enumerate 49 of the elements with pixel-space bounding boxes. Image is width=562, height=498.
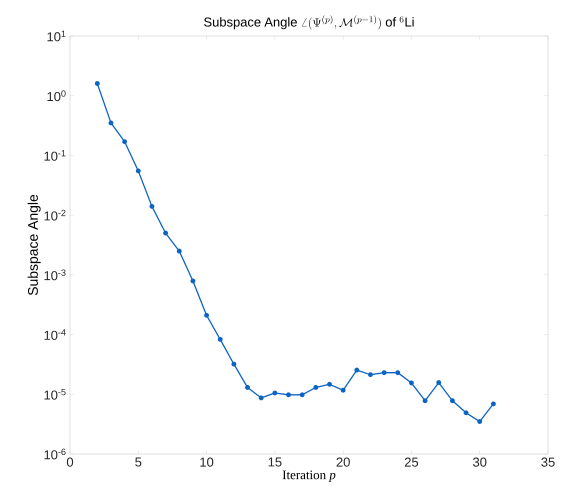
y-tick-label: 10$^{-2}$ xyxy=(44,210,66,221)
y-tick-label: 10$^{-4}$ xyxy=(44,329,66,340)
point xyxy=(395,370,400,376)
y-tick-label: 10$^{1}$ xyxy=(48,30,66,42)
point xyxy=(190,278,196,284)
point xyxy=(300,392,305,398)
y-tick-label: 10$^{-3}$ xyxy=(44,269,66,280)
point xyxy=(477,419,482,424)
point xyxy=(286,392,291,398)
point xyxy=(245,385,250,390)
point xyxy=(204,312,210,318)
y-tick-label: 10$^{-5}$ xyxy=(44,388,66,400)
point xyxy=(150,204,154,209)
x-tick-label: 25 xyxy=(404,458,418,467)
y-tick-label: 10$^{0}$ xyxy=(48,90,66,102)
point xyxy=(272,390,278,396)
point xyxy=(122,139,128,144)
x-tick-label: 15 xyxy=(268,458,282,467)
point xyxy=(436,380,442,386)
point xyxy=(136,168,141,174)
point xyxy=(340,388,346,393)
x-tick-label: 0 xyxy=(66,458,74,467)
point xyxy=(94,81,100,86)
point xyxy=(382,370,387,376)
point xyxy=(327,382,332,387)
point xyxy=(422,398,428,404)
x-tick-label: 10 xyxy=(200,458,214,467)
point xyxy=(368,372,373,378)
point xyxy=(450,398,455,404)
point xyxy=(258,395,264,400)
point xyxy=(490,401,496,406)
point xyxy=(408,380,414,386)
x-axis-title: Iteration p xyxy=(282,470,336,482)
y-axis-title: Subspace Angle xyxy=(28,194,41,296)
y-tick-label: 10$^{-1}$ xyxy=(44,150,66,161)
point xyxy=(163,230,168,236)
point xyxy=(108,120,114,126)
x-tick-label: 35 xyxy=(541,458,555,467)
x-tick-label: 20 xyxy=(336,458,350,467)
point xyxy=(354,368,360,373)
x-tick-label: 5 xyxy=(135,458,142,467)
point xyxy=(218,336,223,342)
x-tick-label: 30 xyxy=(473,458,486,467)
y-tick-label: 10$^{-6}$ xyxy=(44,448,66,460)
chart-title: $\mathrm{Subspace\ Angle}\ \angle(\Psi^{(p)},\mathcal{M}^{(p-1)})\ \mathrm{of}\ {}^{6}\mathrm{Li}$ xyxy=(204,15,414,30)
point xyxy=(231,362,236,367)
point xyxy=(313,385,318,390)
point xyxy=(176,248,182,254)
point xyxy=(464,410,469,416)
